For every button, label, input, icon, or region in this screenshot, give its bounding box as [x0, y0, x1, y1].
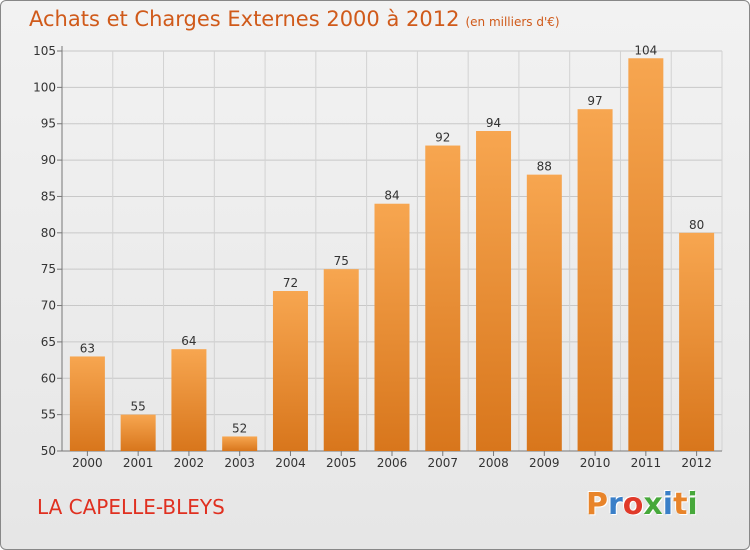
- y-tick-label: 70: [41, 299, 56, 313]
- logo-letter: i: [687, 487, 698, 522]
- bar-2004: [272, 291, 308, 451]
- data-label: 72: [283, 276, 298, 290]
- x-tick-label: 2004: [275, 456, 306, 470]
- x-tick-label: 2007: [427, 456, 458, 470]
- bar-2002: [171, 349, 207, 451]
- data-label: 63: [80, 341, 95, 355]
- x-tick-label: 2011: [631, 456, 662, 470]
- y-tick-label: 55: [41, 408, 56, 422]
- logo-letter: o: [622, 487, 644, 522]
- chart-title: Achats et Charges Externes 2000 à 2012 (e…: [29, 7, 560, 31]
- bar-2005: [323, 269, 359, 451]
- bar-2010: [577, 109, 613, 451]
- bar-2003: [222, 436, 258, 451]
- data-label: 97: [587, 94, 602, 108]
- data-label: 88: [537, 160, 552, 174]
- logo-letter: x: [643, 487, 663, 522]
- y-tick-label: 50: [41, 444, 56, 458]
- bar-2011: [628, 58, 664, 451]
- logo-letter: P: [586, 487, 608, 522]
- commune-name: LA CAPELLE-BLEYS: [37, 495, 225, 519]
- x-tick-label: 2010: [580, 456, 611, 470]
- y-tick-label: 60: [41, 371, 56, 385]
- x-tick-label: 2009: [529, 456, 560, 470]
- data-label: 92: [435, 131, 450, 145]
- logo-letter: r: [608, 487, 623, 522]
- data-label: 80: [689, 218, 704, 232]
- bars: [69, 58, 715, 452]
- bar-2001: [120, 414, 156, 451]
- y-tick-label: 90: [41, 153, 56, 167]
- logo-letter: t: [673, 487, 688, 522]
- bar-2008: [476, 131, 512, 451]
- x-tick-label: 2012: [681, 456, 712, 470]
- x-tick-label: 2008: [478, 456, 509, 470]
- data-label: 75: [334, 254, 349, 268]
- bar-2006: [374, 203, 410, 451]
- bar-2000: [69, 356, 105, 451]
- y-tick-label: 85: [41, 189, 56, 203]
- y-tick-label: 80: [41, 226, 56, 240]
- data-label: 104: [634, 43, 657, 57]
- chart-title-text: Achats et Charges Externes 2000 à 2012: [29, 7, 460, 31]
- x-tick-label: 2002: [174, 456, 205, 470]
- x-tick-label: 2006: [377, 456, 408, 470]
- proxiti-logo: Proxiti: [586, 487, 698, 522]
- data-label: 52: [232, 421, 247, 435]
- chart-subtitle: (en milliers d'€): [465, 15, 560, 29]
- data-label: 55: [131, 400, 146, 414]
- labels: 2000 63 2001 55 2002 64 2003 52 2004 72 2005 75 2006…: [72, 43, 712, 470]
- x-tick-label: 2005: [326, 456, 357, 470]
- bar-2012: [679, 232, 715, 451]
- data-label: 64: [181, 334, 196, 348]
- y-tick-label: 75: [41, 262, 56, 276]
- x-tick-label: 2001: [123, 456, 154, 470]
- y-tick-label: 100: [33, 80, 56, 94]
- data-label: 94: [486, 116, 501, 130]
- y-tick-label: 105: [33, 44, 56, 58]
- logo-letter: i: [662, 487, 674, 522]
- x-tick-label: 2000: [72, 456, 103, 470]
- x-tick-label: 2003: [224, 456, 255, 470]
- bar-2009: [526, 174, 562, 452]
- y-tick-label: 65: [41, 335, 56, 349]
- data-label: 84: [384, 189, 399, 203]
- y-tick-label: 95: [41, 117, 56, 131]
- bar-2007: [425, 145, 461, 451]
